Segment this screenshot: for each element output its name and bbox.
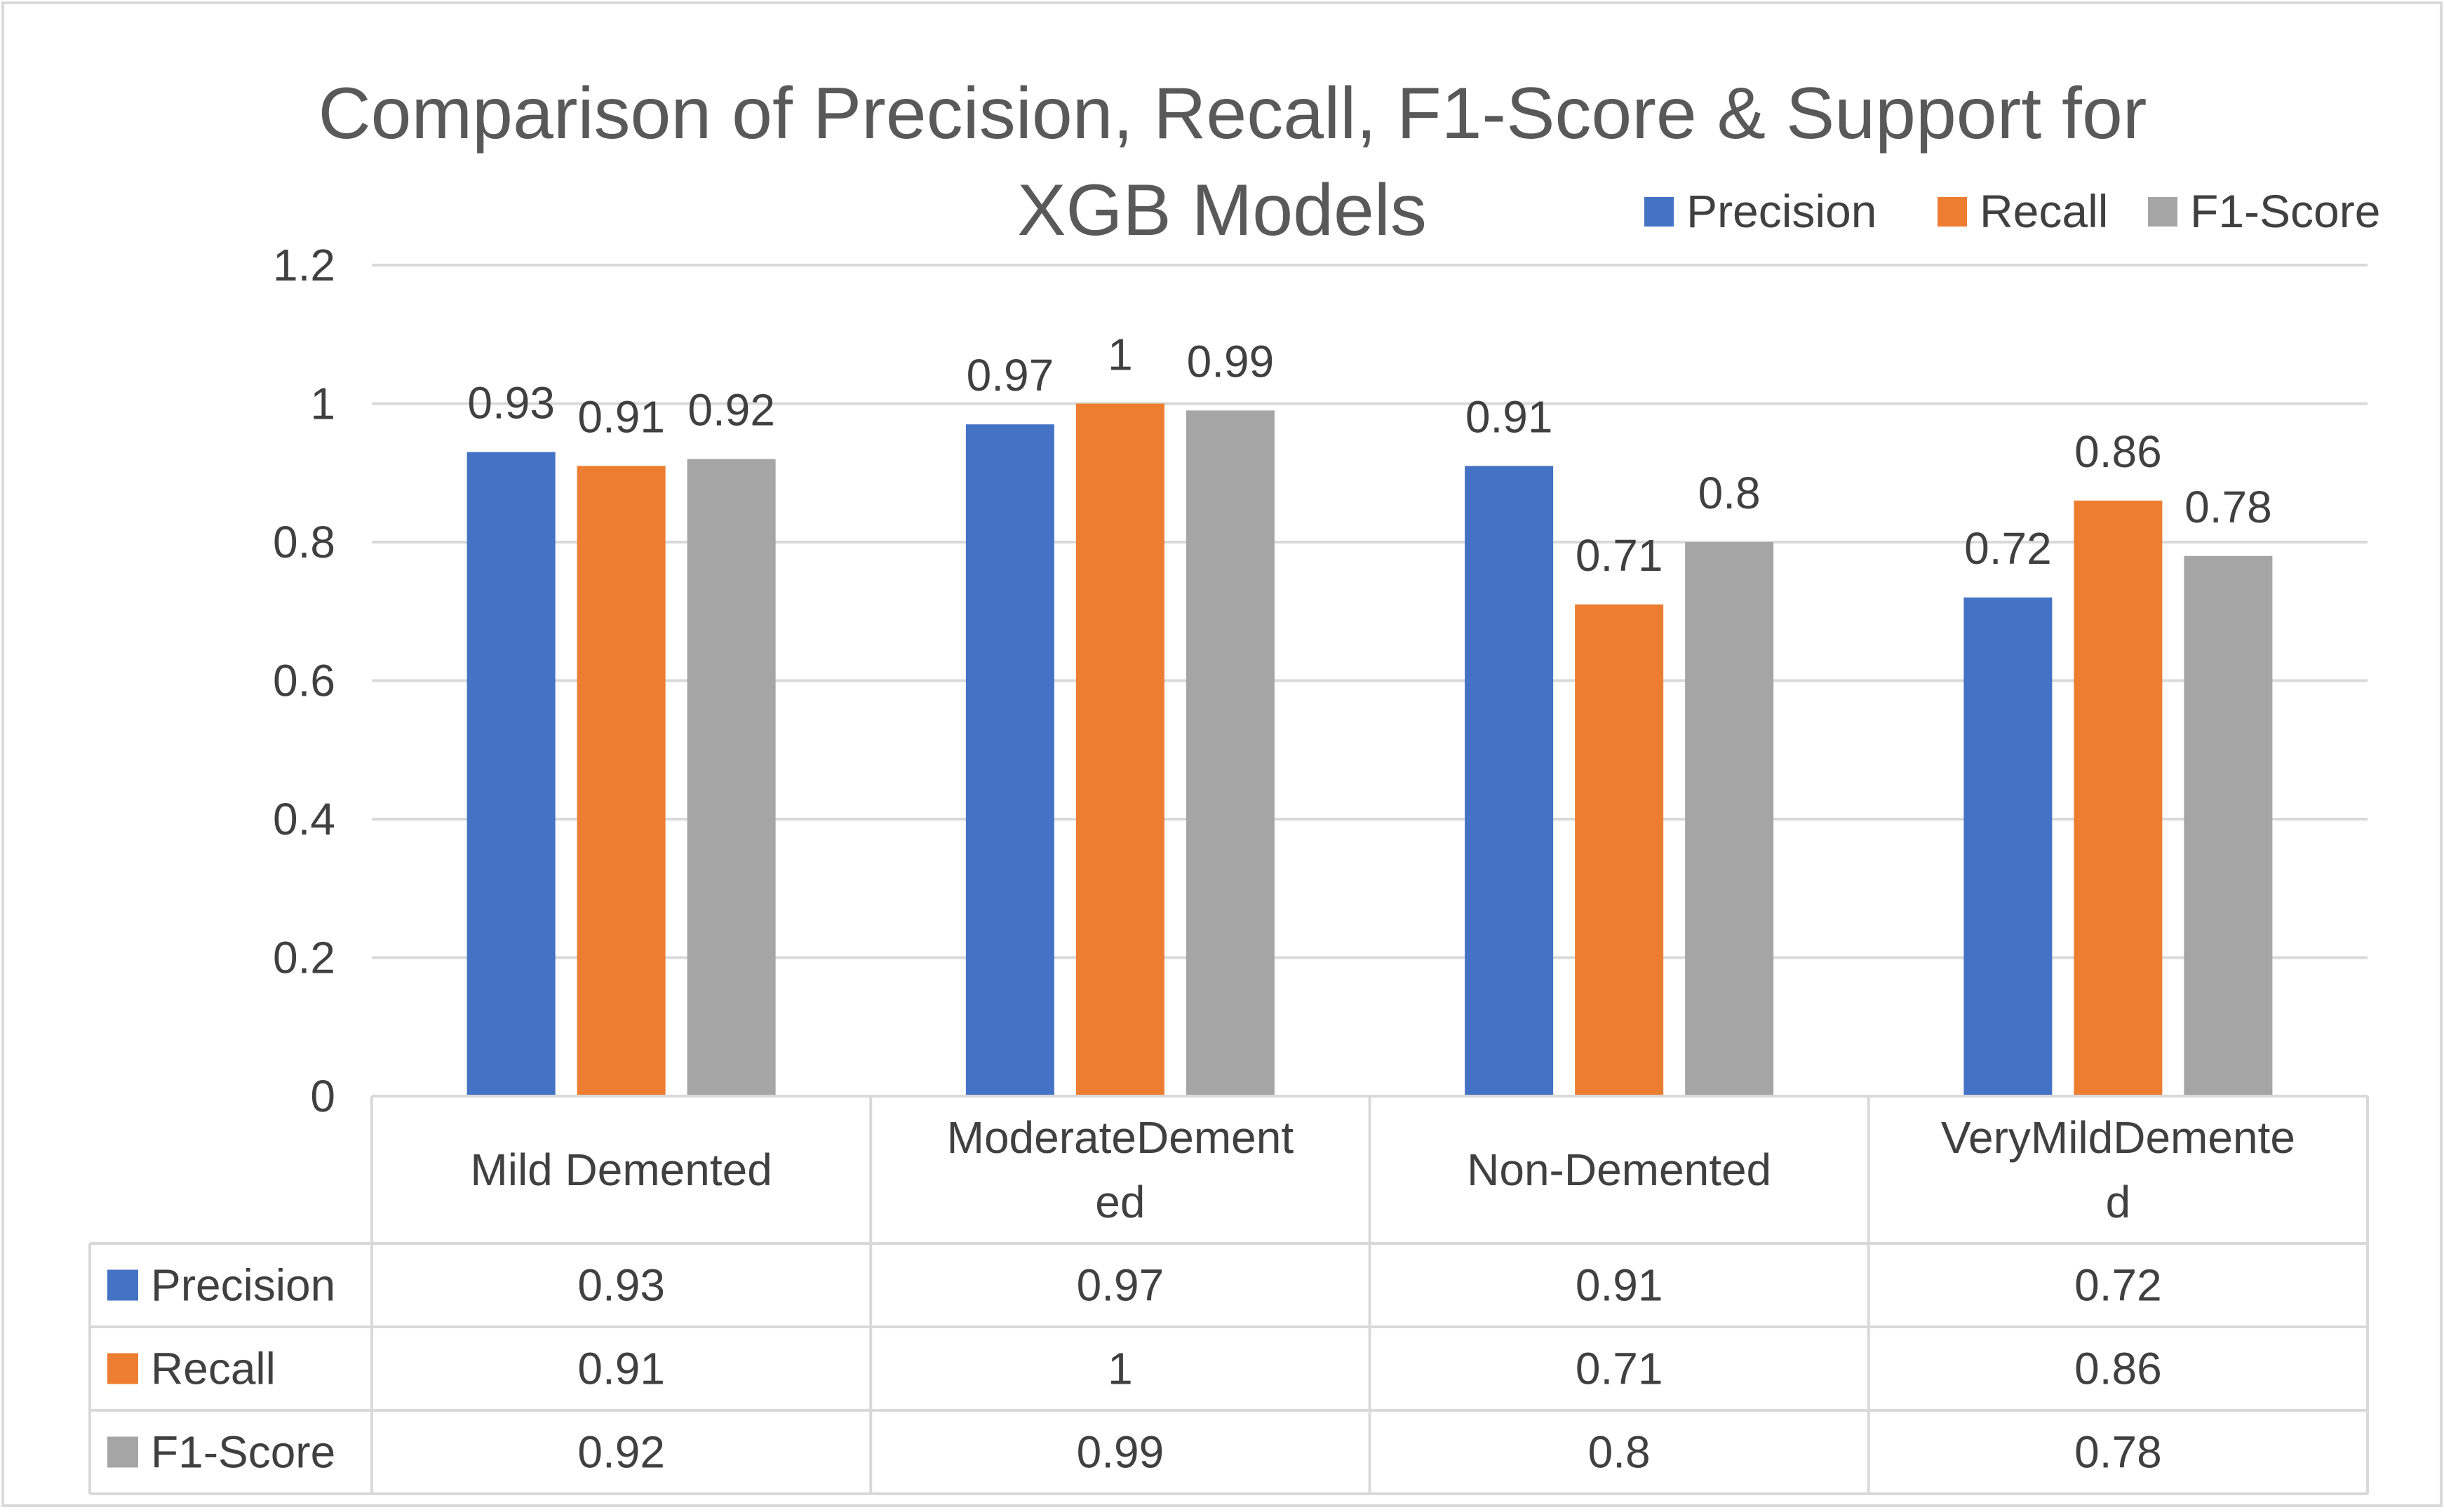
table-series-name: Precision xyxy=(151,1260,335,1311)
category-label: VeryMildDemente xyxy=(1941,1112,2295,1163)
bar xyxy=(1186,410,1275,1096)
table-cell: 0.71 xyxy=(1576,1344,1663,1394)
y-tick-label: 0.6 xyxy=(273,656,335,706)
data-table: Mild Demented ModerateDement ed Non-Demente… xyxy=(88,1095,2369,1495)
table-series-name: F1-Score xyxy=(151,1427,335,1478)
data-label: 0.91 xyxy=(577,391,665,442)
table-cell: 0.86 xyxy=(2074,1344,2162,1394)
bar xyxy=(2184,555,2273,1096)
y-axis: 0 0.2 0.4 0.6 0.8 1 1.2 xyxy=(273,240,335,1121)
chart-title-line: XGB Models xyxy=(1017,170,1427,251)
category-label: Non-Demented xyxy=(1467,1145,1771,1195)
chart-title: Comparison of Precision, Recall, F1-Scor… xyxy=(318,73,2147,251)
table-cell: 0.91 xyxy=(1576,1260,1663,1311)
data-label: 0.92 xyxy=(687,385,775,436)
data-label: 0.91 xyxy=(1465,391,1553,442)
data-label: 0.8 xyxy=(1698,468,1761,518)
category-label: ed xyxy=(1095,1177,1145,1227)
table-cell: 0.72 xyxy=(2074,1260,2162,1311)
table-cell: 0.78 xyxy=(2074,1427,2162,1478)
legend-label: Precision xyxy=(1686,185,1876,237)
data-label: 1 xyxy=(1108,330,1133,380)
table-cell: 0.91 xyxy=(577,1344,665,1394)
legend: Precision Recall F1-Score xyxy=(1644,185,2380,237)
bar xyxy=(1963,598,2053,1096)
data-label: 0.93 xyxy=(467,378,555,428)
category-label: ModerateDement xyxy=(947,1112,1294,1163)
chart-title-line: Comparison of Precision, Recall, F1-Scor… xyxy=(318,73,2147,154)
table-cell: 0.99 xyxy=(1077,1427,1164,1478)
data-label: 0.86 xyxy=(2074,426,2162,477)
table-cell: 0.92 xyxy=(577,1427,665,1478)
data-labels: 0.93 0.97 0.91 0.72 0.91 1 0.71 0.86 0.92 0.99 0.8… xyxy=(467,330,2271,581)
table-legend-key xyxy=(107,1436,138,1468)
table-legend-key xyxy=(107,1353,138,1384)
bar xyxy=(1575,604,1664,1096)
table-legend-key xyxy=(107,1269,138,1301)
legend-key xyxy=(2148,197,2177,227)
y-tick-label: 0.4 xyxy=(273,794,335,844)
category-label: d xyxy=(2106,1177,2131,1227)
y-tick-label: 0.8 xyxy=(273,517,335,567)
bars xyxy=(466,403,2273,1096)
bar xyxy=(2074,500,2163,1096)
table-series-name: Recall xyxy=(151,1344,276,1394)
table-cell: 1 xyxy=(1108,1344,1133,1394)
legend-key xyxy=(1644,197,1674,227)
legend-key xyxy=(1938,197,1967,227)
bar xyxy=(1075,403,1164,1096)
data-label: 0.71 xyxy=(1576,530,1663,581)
data-label: 0.99 xyxy=(1187,336,1275,386)
bar xyxy=(1465,466,1554,1096)
bar xyxy=(466,452,556,1096)
legend-label: Recall xyxy=(1980,185,2108,237)
bar xyxy=(687,459,776,1096)
table-cell: 0.97 xyxy=(1077,1260,1164,1311)
y-tick-label: 0 xyxy=(310,1071,335,1121)
bar xyxy=(577,466,666,1096)
table-cell: 0.8 xyxy=(1588,1427,1651,1478)
category-label: Mild Demented xyxy=(470,1145,772,1195)
data-label: 0.72 xyxy=(1964,523,2052,574)
bar xyxy=(1685,542,1774,1096)
y-tick-label: 0.2 xyxy=(273,933,335,983)
y-tick-label: 1 xyxy=(310,379,335,429)
y-tick-label: 1.2 xyxy=(273,240,335,290)
table-cell: 0.93 xyxy=(577,1260,665,1311)
bar xyxy=(965,424,1054,1096)
data-label: 0.78 xyxy=(2184,482,2272,532)
legend-label: F1-Score xyxy=(2190,185,2380,237)
data-label: 0.97 xyxy=(967,350,1054,400)
